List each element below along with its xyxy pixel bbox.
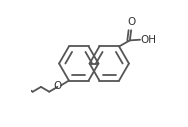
Text: OH: OH <box>141 35 157 45</box>
Text: O: O <box>54 81 62 91</box>
Text: O: O <box>127 17 135 27</box>
